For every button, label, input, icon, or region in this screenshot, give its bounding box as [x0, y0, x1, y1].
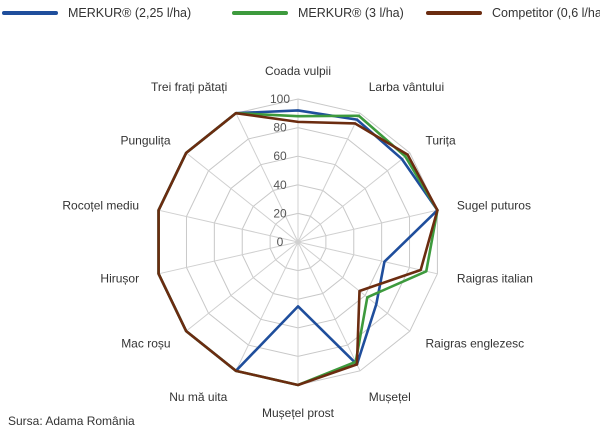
- grid-spoke: [297, 241, 361, 372]
- legend-label: Competitor (0,6 l/ha): [492, 6, 600, 20]
- category-label: Turița: [425, 133, 456, 147]
- category-label: Mușețel: [369, 390, 411, 404]
- radial-tick-label: 40: [273, 178, 287, 192]
- category-label: Sugel puturos: [457, 199, 531, 213]
- category-label: Rocoțel mediu: [62, 199, 139, 213]
- category-label: Coada vulpii: [265, 64, 331, 78]
- radial-tick-label: 60: [273, 149, 287, 163]
- radial-tick-label: 100: [270, 92, 290, 106]
- legend: MERKUR® (2,25 l/ha) MERKUR® (3 l/ha) Compe…: [0, 0, 600, 30]
- grid-spoke: [185, 152, 299, 243]
- legend-swatch: [2, 11, 58, 15]
- radial-tick-label: 80: [273, 121, 287, 135]
- legend-item: Competitor (0,6 l/ha): [426, 6, 600, 20]
- radial-tick-label: 0: [277, 235, 284, 249]
- legend-item: MERKUR® (2,25 l/ha): [2, 6, 191, 20]
- grid-spoke: [158, 209, 299, 243]
- grid-spoke: [235, 112, 299, 243]
- category-label: Pungulița: [121, 133, 171, 147]
- category-label: Raigras englezesc: [425, 337, 524, 351]
- grid-spoke: [297, 209, 438, 243]
- grid-spoke: [297, 152, 411, 243]
- category-label: Mușețel prost: [262, 406, 335, 420]
- grid-spoke: [235, 241, 299, 372]
- grid-spoke: [185, 241, 299, 332]
- legend-label: MERKUR® (3 l/ha): [298, 6, 404, 20]
- legend-swatch: [426, 11, 482, 15]
- legend-label: MERKUR® (2,25 l/ha): [68, 6, 192, 20]
- radial-tick-labels: 0 20 40 60 80 100: [270, 92, 290, 249]
- radar-series: [157, 109, 439, 387]
- category-label: Nu mă uita: [169, 390, 227, 404]
- grid-spoke: [297, 112, 361, 243]
- radial-tick-label: 20: [273, 206, 287, 220]
- category-label: Hirușor: [100, 271, 139, 285]
- category-label: Trei frați pătați: [151, 80, 227, 94]
- category-label: Mac roșu: [121, 337, 170, 351]
- legend-item: MERKUR® (3 l/ha): [232, 6, 404, 20]
- category-label: Raigras italian: [457, 271, 533, 285]
- legend-swatch: [232, 11, 288, 15]
- grid-spoke: [158, 241, 299, 275]
- series-line-3: [157, 111, 439, 387]
- category-label: Larba vântului: [369, 80, 444, 94]
- source-note: Sursa: Adama România: [8, 414, 135, 428]
- grid-spoke: [297, 241, 438, 275]
- category-labels: Coada vulpii Larba vântului Turița Sugel pu…: [62, 64, 533, 420]
- grid-spoke: [297, 241, 411, 332]
